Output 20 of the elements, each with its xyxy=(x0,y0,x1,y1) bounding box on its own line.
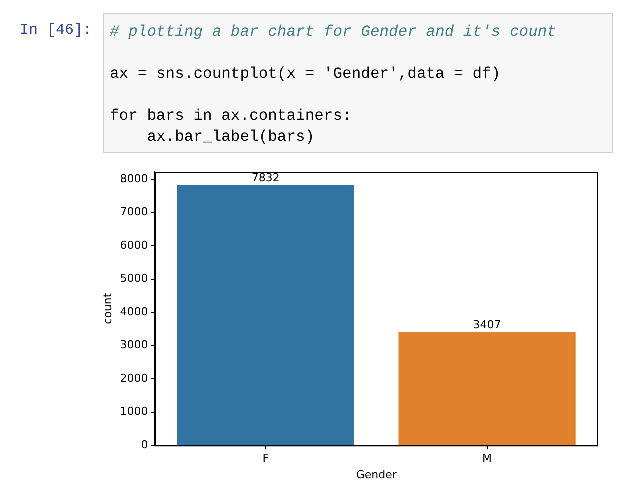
y-tick-label: 1000 xyxy=(120,405,148,418)
y-tick-label: 7000 xyxy=(120,206,148,219)
y-tick-label: 5000 xyxy=(120,272,148,286)
y-tick-label: 4000 xyxy=(120,305,148,318)
x-axis-title: Gender xyxy=(356,468,398,482)
x-tick-label: F xyxy=(262,452,270,466)
y-tick-label: 8000 xyxy=(120,172,148,186)
y-tick-label: 3000 xyxy=(120,338,148,352)
y-tick-label: 0 xyxy=(141,438,148,452)
text: for bars in ax.containers: xyxy=(110,107,352,125)
data-label: 7832 xyxy=(252,171,280,184)
text: In [46]: xyxy=(20,22,92,39)
text: # plotting a bar chart for Gender and it's count xyxy=(110,23,556,41)
y-tick-label: 2000 xyxy=(120,372,148,385)
data-label: 3407 xyxy=(473,318,502,332)
y-axis-title: count xyxy=(101,292,114,324)
text: ax.bar_label(bars) xyxy=(146,128,315,146)
x-tick-label: M xyxy=(482,452,492,466)
text: ax = sns.countplot(x = 'Gender',data = df) xyxy=(110,65,501,83)
y-tick-label: 6000 xyxy=(120,238,148,252)
